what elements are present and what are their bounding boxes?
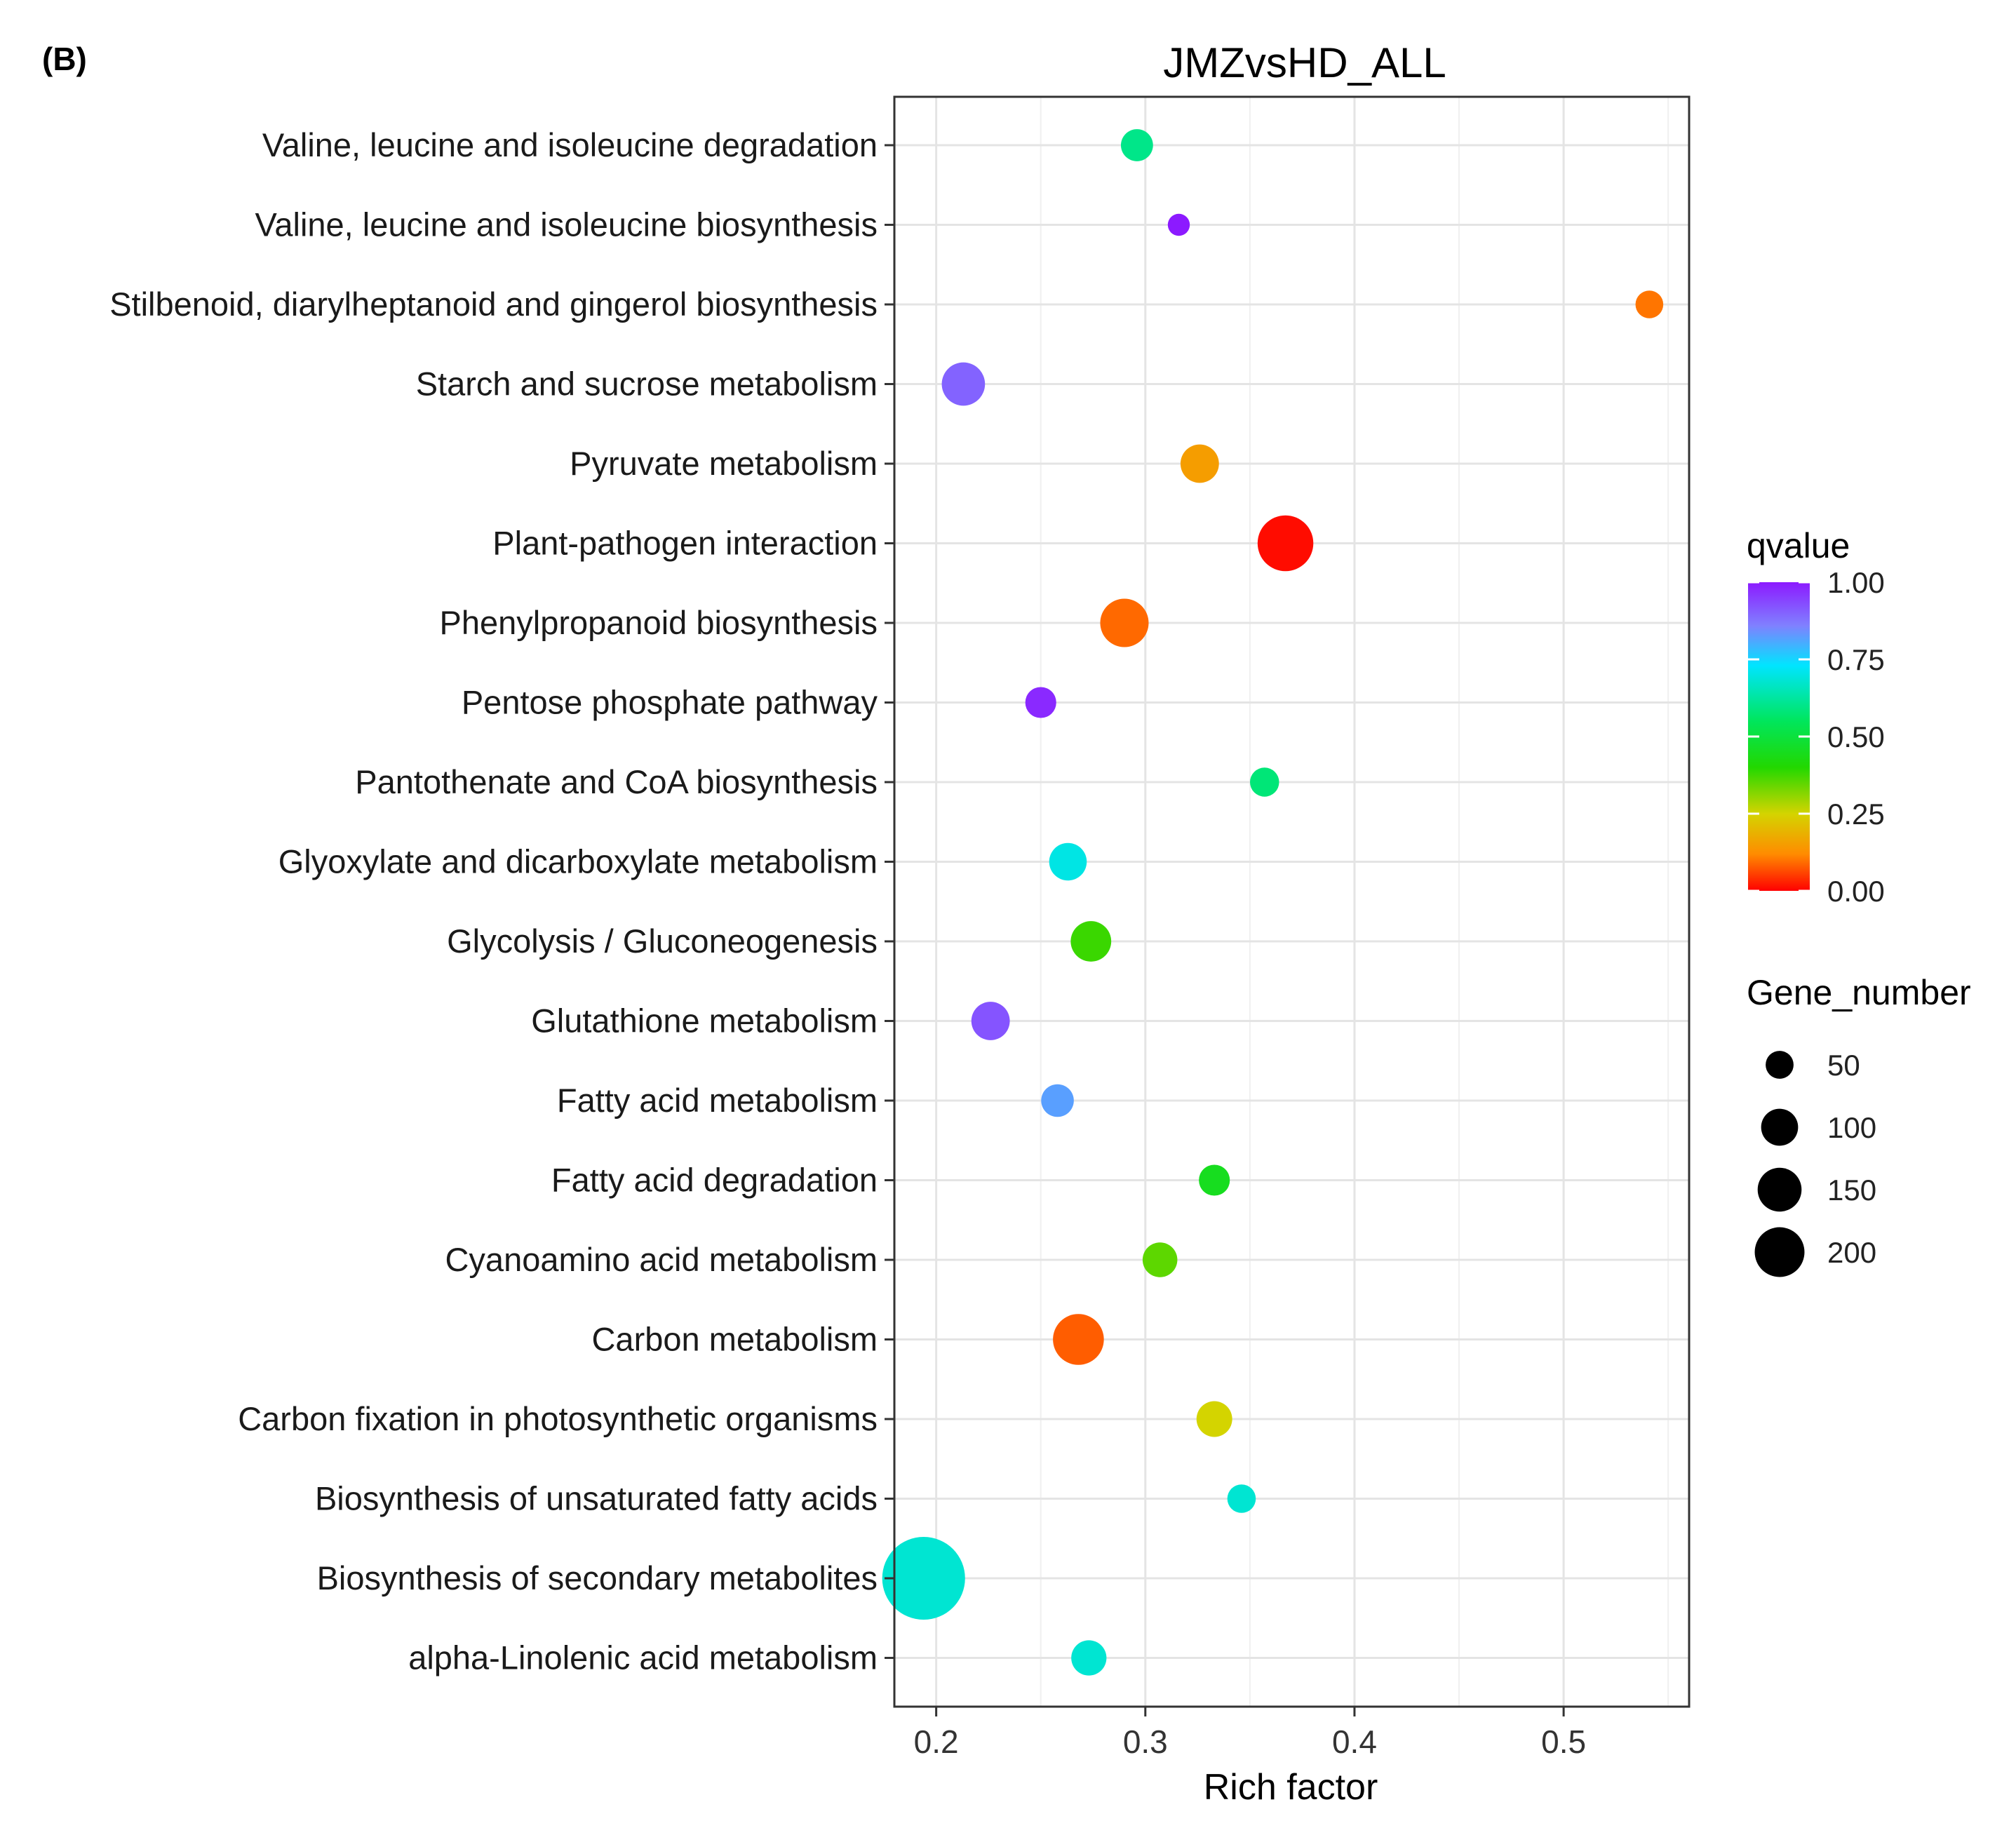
data-point	[1227, 1484, 1256, 1513]
size-legend-label: 200	[1827, 1236, 1876, 1269]
data-point	[971, 1002, 1010, 1040]
category-label: Carbon metabolism	[591, 1321, 878, 1358]
category-label: Valine, leucine and isoleucine biosynthe…	[255, 206, 878, 243]
data-point	[1257, 515, 1314, 572]
category-label: Valine, leucine and isoleucine degradati…	[262, 126, 878, 163]
plot-area	[882, 95, 1691, 1708]
category-label: Pyruvate metabolism	[570, 445, 878, 482]
size-legend-label: 50	[1827, 1049, 1860, 1082]
colorbar-tick-label: 1.00	[1827, 566, 1885, 599]
size-legend-dot	[1761, 1108, 1799, 1146]
data-point	[1180, 444, 1219, 483]
category-label: Fatty acid degradation	[551, 1162, 878, 1199]
chart-title: JMZvsHD_ALL	[1163, 39, 1446, 86]
category-label: Glycolysis / Gluconeogenesis	[447, 922, 878, 960]
data-point	[1025, 687, 1056, 718]
data-point	[1635, 290, 1664, 318]
data-point	[1167, 213, 1190, 236]
data-point	[1053, 1314, 1104, 1365]
colorbar-tick-label: 0.00	[1827, 875, 1885, 908]
x-axis-title: Rich factor	[1204, 1767, 1378, 1808]
x-tick-label: 0.3	[1123, 1723, 1168, 1760]
data-point	[1071, 1640, 1107, 1676]
plot-border	[893, 95, 1691, 1708]
data-points	[882, 129, 1664, 1676]
size-legend-dot	[1766, 1051, 1794, 1079]
x-tick-label: 0.4	[1332, 1723, 1377, 1760]
category-label: Stilbenoid, diarylheptanoid and gingerol…	[109, 285, 878, 323]
x-tick-label: 0.2	[914, 1723, 959, 1760]
category-label: Pentose phosphate pathway	[462, 684, 878, 721]
category-label: Biosynthesis of unsaturated fatty acids	[315, 1480, 878, 1517]
colorbar-tick-label: 0.50	[1827, 720, 1885, 753]
size-legend-label: 150	[1827, 1174, 1876, 1207]
data-point	[1070, 921, 1112, 962]
data-point	[1041, 1084, 1074, 1117]
category-label: Fatty acid metabolism	[557, 1082, 878, 1119]
panel-label: (B)	[42, 41, 87, 77]
qvalue-legend-title: qvalue	[1747, 526, 1850, 565]
category-label: Glyoxylate and dicarboxylate metabolism	[278, 843, 878, 880]
data-point	[1120, 129, 1153, 161]
plot-panel	[894, 97, 1689, 1707]
gene-number-legend: Gene_number 50 100 150 200	[1747, 973, 1971, 1277]
data-point	[1196, 1401, 1232, 1437]
data-point	[1049, 842, 1087, 881]
colorbar-tick-label: 0.25	[1827, 798, 1885, 831]
category-label: Pantothenate and CoA biosynthesis	[355, 763, 878, 800]
category-label: Biosynthesis of secondary metabolites	[317, 1559, 878, 1597]
gene-number-legend-title: Gene_number	[1747, 973, 1971, 1012]
category-label: Glutathione metabolism	[531, 1002, 878, 1040]
size-legend-dot	[1754, 1227, 1805, 1277]
category-label: Starch and sucrose metabolism	[416, 365, 878, 403]
data-point	[1100, 598, 1149, 647]
qvalue-legend: qvalue 1.00 0.75 0.50 0.25 0.00	[1747, 526, 1885, 908]
data-point	[1142, 1242, 1178, 1277]
category-label: Phenylpropanoid biosynthesis	[440, 604, 878, 641]
size-legend-label: 100	[1827, 1111, 1876, 1144]
category-label: Carbon fixation in photosynthetic organi…	[238, 1400, 878, 1437]
x-axis: 0.2 0.3 0.4 0.5	[914, 1707, 1586, 1760]
category-axis: Valine, leucine and isoleucine degradati…	[109, 126, 894, 1676]
category-label: alpha-Linolenic acid metabolism	[408, 1639, 878, 1676]
data-point	[941, 362, 986, 406]
colorbar-tick-label: 0.75	[1827, 643, 1885, 676]
category-label: Cyanoamino acid metabolism	[445, 1241, 878, 1278]
data-point	[882, 1536, 965, 1620]
data-point	[1249, 767, 1279, 797]
size-legend-dot	[1757, 1167, 1802, 1212]
category-label: Plant-pathogen interaction	[492, 525, 878, 562]
x-tick-label: 0.5	[1541, 1723, 1586, 1760]
data-point	[1199, 1164, 1230, 1196]
